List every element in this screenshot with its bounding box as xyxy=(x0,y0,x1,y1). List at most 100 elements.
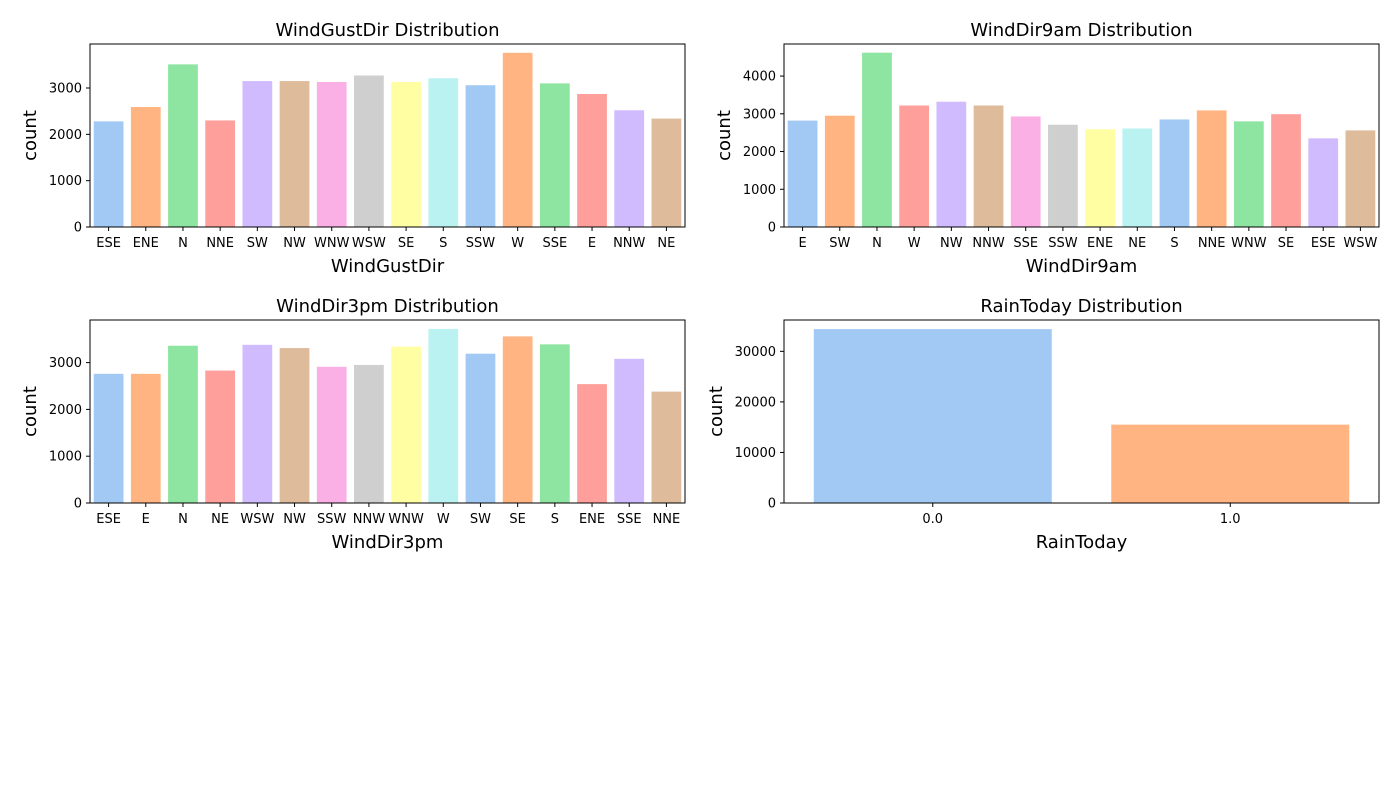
y-tick-label: 2000 xyxy=(743,145,776,160)
bar-SE xyxy=(391,81,421,227)
bar-ESE xyxy=(93,373,124,503)
bar-ESE xyxy=(93,121,124,227)
y-tick-label: 2000 xyxy=(49,128,82,143)
bar-NE xyxy=(205,370,236,503)
x-tick-label: NW xyxy=(283,512,306,527)
x-tick-label: ENE xyxy=(133,236,159,251)
bar-SSE xyxy=(1010,116,1041,227)
bar-E xyxy=(787,120,818,227)
y-tick-label: 0 xyxy=(74,221,82,236)
x-tick-label: SSE xyxy=(1013,236,1038,251)
bar-NW xyxy=(936,101,967,227)
bar-NNW xyxy=(354,364,384,503)
bar-SE xyxy=(1271,114,1301,227)
bar-ESE xyxy=(1308,138,1339,227)
x-tick-label: S xyxy=(1170,236,1178,251)
bar-SW xyxy=(465,353,496,503)
y-tick-label: 0 xyxy=(768,497,776,512)
y-axis-label: count xyxy=(714,110,735,161)
bar-NE xyxy=(651,118,682,227)
x-tick-label: WNW xyxy=(314,236,350,251)
bar-NE xyxy=(1122,128,1153,227)
bar-NNW xyxy=(973,105,1004,227)
bar-E xyxy=(130,373,161,503)
y-tick-label: 2000 xyxy=(49,403,82,418)
x-tick-label: WNW xyxy=(388,512,424,527)
y-axis-label: count xyxy=(20,110,41,161)
x-tick-label: NW xyxy=(283,236,306,251)
bar-WNW xyxy=(391,346,421,503)
bar-W xyxy=(899,105,930,227)
x-tick-label: 0.0 xyxy=(922,512,943,527)
y-tick-label: 3000 xyxy=(743,107,776,122)
y-tick-label: 20000 xyxy=(735,395,776,410)
chart-raintoday: RainToday Distribution RainToday count 0… xyxy=(706,296,1380,553)
x-tick-label: S xyxy=(439,236,447,251)
x-tick-label: W xyxy=(437,512,450,527)
y-tick-label: 3000 xyxy=(49,82,82,97)
x-tick-label: E xyxy=(588,236,596,251)
plot-area xyxy=(93,328,682,503)
x-tick-label: NNW xyxy=(972,236,1004,251)
bar-0.0 xyxy=(813,329,1052,503)
bar-SSE xyxy=(539,83,570,227)
x-tick-label: WNW xyxy=(1231,236,1267,251)
bar-SSE xyxy=(614,358,645,503)
x-axis-label: WindDir3pm xyxy=(332,532,444,553)
chart-winddir9am: WindDir9am Distribution WindDir9am count… xyxy=(714,20,1380,277)
bar-1.0 xyxy=(1111,424,1350,503)
x-tick-label: SSE xyxy=(617,512,642,527)
bar-NNE xyxy=(1196,110,1227,227)
axes-frame xyxy=(89,319,686,504)
y-axis-label: count xyxy=(706,386,727,437)
x-tick-label: N xyxy=(178,236,188,251)
y-tick-label: 10000 xyxy=(735,446,776,461)
x-axis-label: RainToday xyxy=(1036,532,1128,553)
y-tick-label: 0 xyxy=(768,221,776,236)
plot-area xyxy=(813,329,1350,503)
x-tick-label: 1.0 xyxy=(1220,512,1241,527)
bar-NW xyxy=(279,81,310,227)
bar-ENE xyxy=(130,107,161,227)
bar-N xyxy=(862,52,892,228)
bar-N xyxy=(168,64,198,227)
x-tick-label: SSW xyxy=(1048,236,1078,251)
bar-SSW xyxy=(316,366,347,503)
bar-SSW xyxy=(1048,124,1078,227)
chart-title: WindGustDir Distribution xyxy=(275,20,499,41)
bar-NW xyxy=(279,348,310,503)
x-tick-label: ENE xyxy=(1087,236,1113,251)
chart-title: RainToday Distribution xyxy=(980,296,1182,317)
y-tick-label: 1000 xyxy=(49,450,82,465)
y-tick-label: 1000 xyxy=(743,183,776,198)
y-tick-label: 1000 xyxy=(49,174,82,189)
bar-WSW xyxy=(242,344,273,503)
bar-NNE xyxy=(651,391,682,503)
bar-ENE xyxy=(1085,129,1115,227)
x-tick-label: NE xyxy=(657,236,675,251)
x-tick-label: S xyxy=(551,512,559,527)
x-tick-label: ENE xyxy=(579,512,605,527)
x-tick-label: W xyxy=(511,236,524,251)
x-tick-label: W xyxy=(908,236,921,251)
x-tick-label: NE xyxy=(1128,236,1146,251)
chart-windgustdir: WindGustDir Distribution WindGustDir cou… xyxy=(20,20,686,277)
bar-W xyxy=(502,52,533,227)
x-tick-label: NNE xyxy=(653,512,681,527)
bar-NNW xyxy=(614,110,645,227)
y-axis-label: count xyxy=(20,386,41,437)
axes-frame xyxy=(89,43,686,228)
bar-WNW xyxy=(316,81,347,227)
chart-title: WindDir3pm Distribution xyxy=(276,296,499,317)
bar-N xyxy=(168,345,198,503)
bar-S xyxy=(1159,119,1190,227)
x-axis-label: WindDir9am xyxy=(1026,256,1138,277)
x-tick-label: NNE xyxy=(1198,236,1226,251)
bar-ENE xyxy=(577,384,607,503)
chart-winddir3pm: WindDir3pm Distribution WindDir3pm count… xyxy=(20,296,686,553)
bar-SW xyxy=(242,81,273,227)
bar-W xyxy=(428,328,459,503)
x-tick-label: NNE xyxy=(206,236,234,251)
x-tick-label: SW xyxy=(247,236,268,251)
